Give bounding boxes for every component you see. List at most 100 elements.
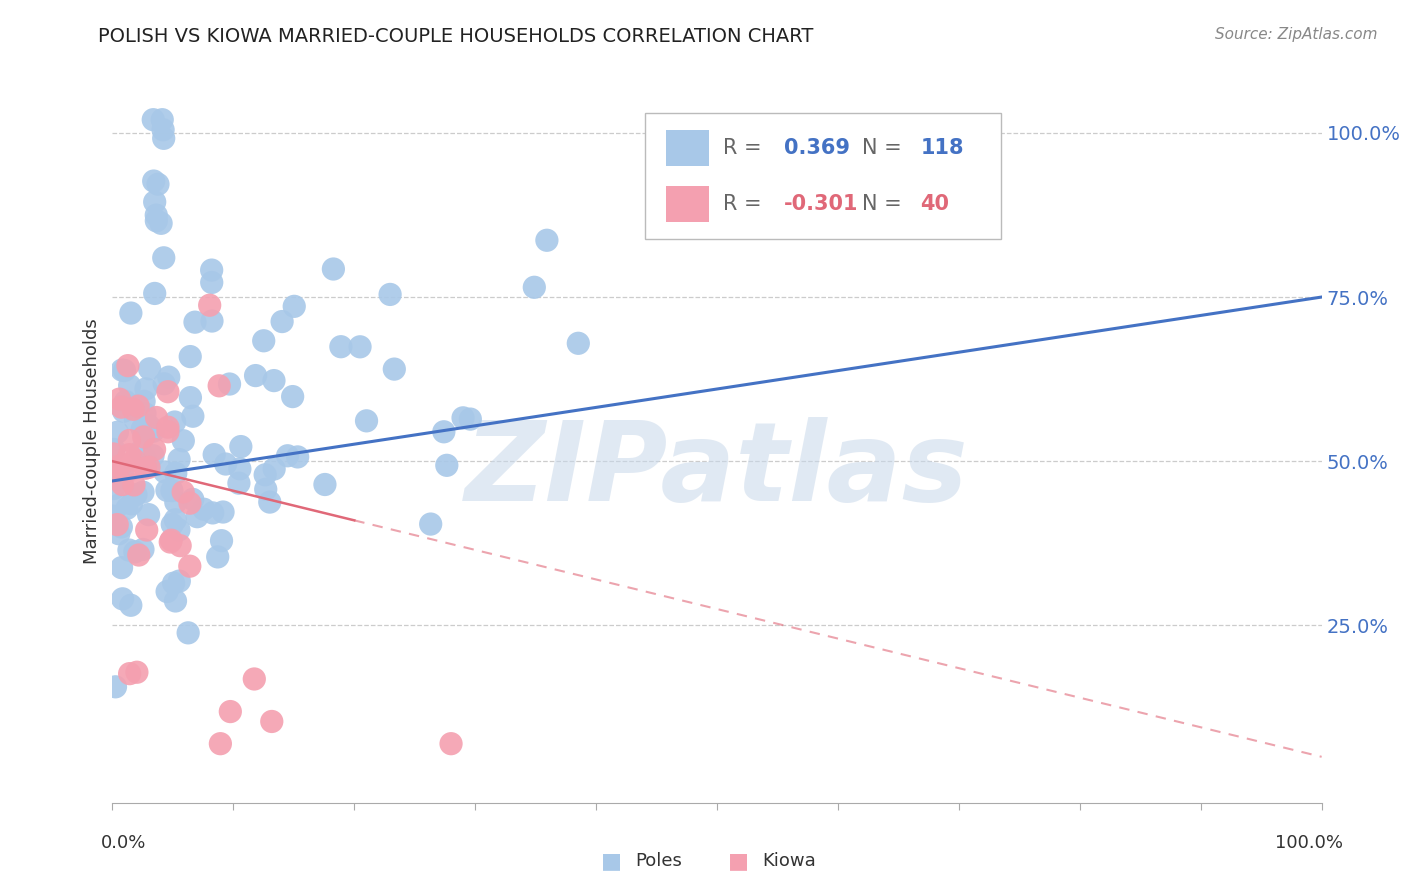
Text: 118: 118	[920, 138, 963, 158]
Point	[134, 407, 156, 421]
Point	[263, 462, 285, 476]
Point	[349, 340, 371, 354]
Point	[212, 505, 235, 519]
Point	[567, 336, 589, 351]
Point	[124, 545, 146, 559]
Point	[263, 374, 285, 388]
Point	[356, 414, 378, 428]
Point	[160, 483, 183, 498]
Point	[179, 496, 201, 510]
Text: -0.301: -0.301	[783, 194, 858, 214]
Point	[142, 174, 165, 188]
Point	[378, 287, 401, 301]
Point	[167, 523, 190, 537]
Point	[118, 666, 141, 681]
Point	[101, 509, 124, 524]
Point	[245, 368, 267, 383]
Point	[132, 394, 155, 409]
Point	[536, 233, 558, 247]
Point	[132, 485, 155, 500]
Point	[440, 737, 463, 751]
Point	[152, 122, 174, 136]
Point	[120, 599, 142, 613]
Point	[150, 112, 173, 127]
Point	[112, 404, 135, 418]
Point	[150, 216, 173, 230]
Point	[143, 286, 166, 301]
Point	[184, 315, 207, 329]
Point	[179, 391, 201, 405]
Point	[142, 112, 165, 127]
Point	[122, 402, 145, 417]
Point	[108, 498, 131, 512]
Point	[156, 483, 179, 498]
Point	[163, 415, 186, 429]
Point	[121, 462, 143, 476]
Point	[110, 520, 132, 534]
Point	[114, 394, 136, 409]
Point	[124, 413, 146, 427]
Point	[105, 517, 128, 532]
Point	[172, 485, 194, 500]
Point	[165, 495, 187, 509]
Point	[433, 425, 456, 439]
Point	[156, 420, 179, 434]
Point	[165, 594, 187, 608]
Text: N =: N =	[862, 194, 908, 214]
Point	[523, 280, 546, 294]
Point	[181, 492, 204, 507]
Point	[287, 450, 309, 464]
Point	[193, 502, 215, 516]
Point	[132, 430, 155, 444]
Point	[229, 462, 252, 476]
Point	[118, 543, 141, 558]
Point	[253, 334, 276, 348]
Point	[108, 526, 131, 541]
Point	[108, 458, 131, 473]
Point	[110, 469, 132, 483]
Point	[118, 448, 141, 462]
Point	[218, 377, 240, 392]
Point	[103, 447, 125, 461]
Point	[108, 392, 131, 406]
Text: Source: ZipAtlas.com: Source: ZipAtlas.com	[1215, 27, 1378, 42]
Point	[107, 472, 129, 486]
Point	[128, 548, 150, 562]
Point	[103, 442, 125, 457]
Point	[169, 539, 191, 553]
Point	[172, 434, 194, 448]
Point	[134, 452, 156, 467]
Point	[142, 449, 165, 463]
Point	[103, 482, 125, 496]
Point	[111, 363, 134, 377]
Point	[127, 399, 149, 413]
Point	[277, 449, 299, 463]
Point	[135, 523, 157, 537]
Point	[283, 299, 305, 313]
Point	[138, 460, 160, 475]
Point	[146, 178, 169, 192]
Point	[202, 448, 225, 462]
Point	[201, 506, 224, 520]
Text: 0.0%: 0.0%	[101, 834, 146, 852]
Point	[208, 379, 231, 393]
Point	[142, 424, 165, 438]
Point	[111, 477, 134, 491]
FancyBboxPatch shape	[644, 112, 1001, 239]
Point	[167, 452, 190, 467]
Point	[329, 340, 352, 354]
Text: ■: ■	[602, 851, 621, 871]
Text: Poles: Poles	[636, 852, 682, 870]
Point	[138, 361, 160, 376]
Point	[143, 442, 166, 457]
Point	[122, 478, 145, 492]
Point	[156, 384, 179, 399]
Point	[460, 412, 482, 426]
Point	[198, 298, 221, 312]
Point	[162, 576, 184, 591]
Point	[117, 359, 139, 373]
Point	[243, 672, 266, 686]
Text: Kiowa: Kiowa	[762, 852, 815, 870]
Point	[207, 549, 229, 564]
Point	[156, 584, 179, 599]
